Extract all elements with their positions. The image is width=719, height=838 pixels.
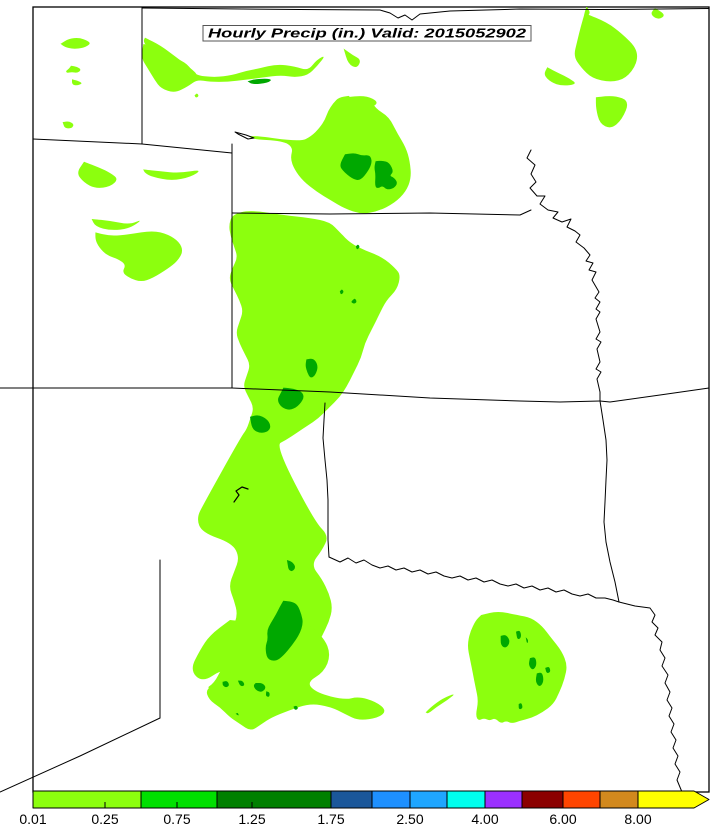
svg-text:Hourly Precip (in.) Valid: 201: Hourly Precip (in.) Valid: 2015052902 bbox=[208, 26, 527, 41]
svg-text:0.25: 0.25 bbox=[91, 811, 118, 827]
svg-text:0.01: 0.01 bbox=[19, 811, 46, 827]
svg-text:1.25: 1.25 bbox=[238, 811, 265, 827]
svg-text:6.00: 6.00 bbox=[549, 811, 576, 827]
svg-text:0.75: 0.75 bbox=[163, 811, 190, 827]
svg-text:1.75: 1.75 bbox=[317, 811, 344, 827]
svg-text:4.00: 4.00 bbox=[471, 811, 498, 827]
svg-text:8.00: 8.00 bbox=[624, 811, 651, 827]
svg-text:2.50: 2.50 bbox=[396, 811, 423, 827]
